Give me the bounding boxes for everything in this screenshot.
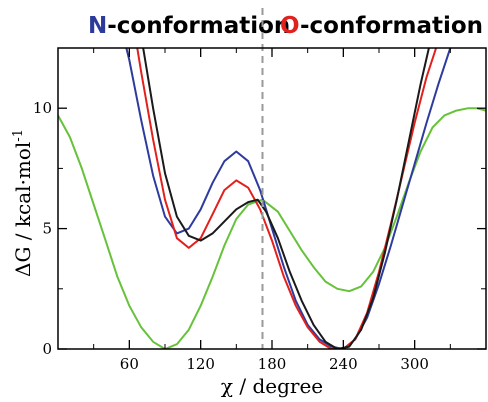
n-conformation-label: N-conformation — [88, 13, 290, 39]
x-tick-label: 120 — [186, 355, 215, 373]
series-layer — [58, 48, 486, 349]
x-tick-label: 60 — [120, 355, 139, 373]
chart-headers: N-conformation O-conformation — [88, 13, 483, 39]
y-tick-label: 5 — [42, 220, 52, 238]
y-axis-label-main: ΔG / kcal·mol — [11, 142, 35, 277]
blue-curve — [125, 48, 452, 349]
x-axis-label: χ / degree — [221, 374, 323, 398]
n-letter: N — [88, 13, 107, 39]
ticks-layer: 60 120 180 240 300 0 5 10 — [33, 48, 486, 373]
n-label-rest: -conformation — [107, 13, 290, 39]
y-axis-label-superscript: -1 — [11, 129, 26, 142]
y-axis-label: ΔG / kcal·mol-1 — [11, 129, 35, 277]
x-tick-label: 300 — [400, 355, 429, 373]
y-tick-label: 0 — [42, 340, 52, 358]
x-tick-label: 180 — [258, 355, 287, 373]
o-conformation-label: O-conformation — [280, 13, 483, 39]
green-curve — [58, 107, 486, 349]
x-tick-label: 240 — [329, 355, 358, 373]
red-curve — [136, 48, 438, 349]
o-letter: O — [280, 13, 300, 39]
o-label-rest: -conformation — [300, 13, 483, 39]
y-tick-label: 10 — [33, 99, 52, 117]
black-curve — [142, 48, 430, 349]
